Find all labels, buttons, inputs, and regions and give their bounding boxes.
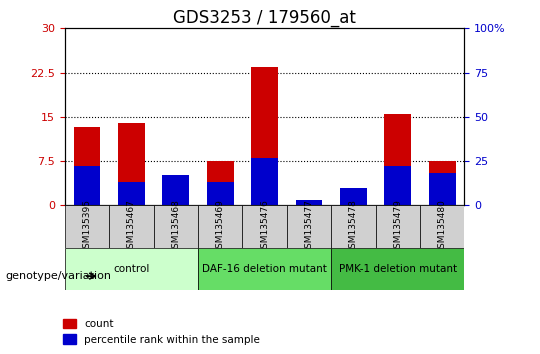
Text: GSM135477: GSM135477 xyxy=(305,199,314,254)
FancyBboxPatch shape xyxy=(287,205,331,248)
FancyBboxPatch shape xyxy=(65,205,109,248)
Text: GSM135476: GSM135476 xyxy=(260,199,269,254)
Text: GSM135468: GSM135468 xyxy=(171,199,180,254)
Bar xyxy=(429,173,456,205)
FancyBboxPatch shape xyxy=(331,205,376,248)
Bar xyxy=(296,200,322,205)
Bar xyxy=(73,166,100,205)
Title: GDS3253 / 179560_at: GDS3253 / 179560_at xyxy=(173,9,356,27)
Bar xyxy=(118,123,145,205)
Bar xyxy=(296,204,322,205)
FancyBboxPatch shape xyxy=(376,205,420,248)
Text: GSM135467: GSM135467 xyxy=(127,199,136,254)
Bar xyxy=(118,182,145,205)
FancyBboxPatch shape xyxy=(65,248,198,290)
Bar xyxy=(163,179,189,205)
Text: PMK-1 deletion mutant: PMK-1 deletion mutant xyxy=(339,264,457,274)
FancyBboxPatch shape xyxy=(153,205,198,248)
FancyBboxPatch shape xyxy=(242,205,287,248)
FancyBboxPatch shape xyxy=(198,205,242,248)
Text: GSM135469: GSM135469 xyxy=(215,199,225,254)
Text: GSM135478: GSM135478 xyxy=(349,199,358,254)
FancyBboxPatch shape xyxy=(198,248,331,290)
Bar xyxy=(207,182,233,205)
Text: genotype/variation: genotype/variation xyxy=(5,271,111,281)
Text: GSM135479: GSM135479 xyxy=(393,199,402,254)
Bar xyxy=(340,188,367,205)
Bar xyxy=(429,161,456,205)
FancyBboxPatch shape xyxy=(331,248,464,290)
Bar xyxy=(384,166,411,205)
FancyBboxPatch shape xyxy=(109,205,153,248)
Bar xyxy=(207,161,233,205)
Bar xyxy=(251,158,278,205)
FancyBboxPatch shape xyxy=(420,205,464,248)
Bar xyxy=(384,114,411,205)
Text: GSM135395: GSM135395 xyxy=(83,199,91,254)
Bar xyxy=(163,175,189,205)
Text: GSM135480: GSM135480 xyxy=(438,199,447,254)
Text: DAF-16 deletion mutant: DAF-16 deletion mutant xyxy=(202,264,327,274)
Bar xyxy=(340,188,367,205)
Text: control: control xyxy=(113,264,150,274)
Bar xyxy=(251,67,278,205)
Legend: count, percentile rank within the sample: count, percentile rank within the sample xyxy=(59,315,264,349)
Bar xyxy=(73,127,100,205)
